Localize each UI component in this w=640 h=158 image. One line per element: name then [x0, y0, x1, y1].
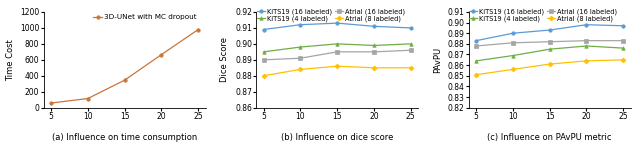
KiTS19 (16 labeled) — [582, 24, 590, 26]
3D-UNet with MC dropout — [84, 97, 92, 99]
3D-UNet with MC dropout — [121, 79, 129, 81]
KiTS19 (16 labeled) — [472, 40, 480, 42]
KiTS19 (4 labeled) — [407, 43, 415, 45]
Atrial (16 labeled) — [407, 49, 415, 51]
Atrial (16 labeled) — [296, 57, 304, 59]
Atrial (16 labeled) — [509, 42, 516, 44]
Line: KiTS19 (16 labeled): KiTS19 (16 labeled) — [474, 23, 625, 42]
KiTS19 (4 labeled) — [546, 48, 554, 50]
KiTS19 (16 labeled) — [509, 32, 516, 34]
KiTS19 (4 labeled) — [582, 45, 590, 47]
Title: (c) Influence on PAvPU metric: (c) Influence on PAvPU metric — [488, 133, 612, 142]
Line: Atrial (8 labeled): Atrial (8 labeled) — [262, 64, 413, 78]
Atrial (8 labeled) — [260, 75, 268, 77]
Atrial (8 labeled) — [509, 68, 516, 70]
Atrial (8 labeled) — [370, 67, 378, 69]
Legend: KiTS19 (16 labeled), KiTS19 (4 labeled), Atrial (16 labeled), Atrial (8 labeled): KiTS19 (16 labeled), KiTS19 (4 labeled),… — [469, 8, 618, 23]
Legend: 3D-UNet with MC dropout: 3D-UNet with MC dropout — [93, 14, 198, 21]
Title: (a) Influence on time consumption: (a) Influence on time consumption — [52, 133, 197, 142]
KiTS19 (4 labeled) — [260, 51, 268, 53]
KiTS19 (4 labeled) — [370, 45, 378, 46]
Atrial (16 labeled) — [546, 41, 554, 43]
Atrial (8 labeled) — [546, 63, 554, 65]
Line: Atrial (16 labeled): Atrial (16 labeled) — [262, 49, 413, 62]
Atrial (8 labeled) — [472, 74, 480, 76]
Atrial (16 labeled) — [582, 40, 590, 42]
Y-axis label: PAvPU: PAvPU — [433, 47, 442, 73]
KiTS19 (4 labeled) — [472, 60, 480, 62]
3D-UNet with MC dropout — [195, 29, 202, 30]
KiTS19 (16 labeled) — [407, 27, 415, 29]
KiTS19 (16 labeled) — [546, 29, 554, 31]
Line: KiTS19 (4 labeled): KiTS19 (4 labeled) — [262, 42, 413, 54]
Line: Atrial (16 labeled): Atrial (16 labeled) — [474, 39, 625, 48]
3D-UNet with MC dropout — [157, 54, 165, 56]
Line: 3D-UNet with MC dropout: 3D-UNet with MC dropout — [49, 28, 200, 105]
Line: Atrial (8 labeled): Atrial (8 labeled) — [474, 58, 625, 76]
Atrial (16 labeled) — [333, 51, 341, 53]
KiTS19 (16 labeled) — [620, 25, 627, 27]
Line: KiTS19 (16 labeled): KiTS19 (16 labeled) — [262, 21, 413, 31]
Atrial (16 labeled) — [620, 40, 627, 42]
Legend: KiTS19 (16 labeled), KiTS19 (4 labeled), Atrial (16 labeled), Atrial (8 labeled): KiTS19 (16 labeled), KiTS19 (4 labeled),… — [256, 8, 406, 23]
3D-UNet with MC dropout — [47, 102, 55, 104]
Atrial (8 labeled) — [296, 68, 304, 70]
KiTS19 (16 labeled) — [370, 25, 378, 27]
KiTS19 (4 labeled) — [296, 46, 304, 48]
Atrial (8 labeled) — [333, 65, 341, 67]
Atrial (8 labeled) — [582, 60, 590, 62]
Atrial (8 labeled) — [620, 59, 627, 61]
Y-axis label: Time Cost: Time Cost — [6, 39, 15, 81]
KiTS19 (16 labeled) — [296, 24, 304, 26]
Atrial (8 labeled) — [407, 67, 415, 69]
KiTS19 (16 labeled) — [260, 29, 268, 30]
KiTS19 (16 labeled) — [333, 22, 341, 24]
KiTS19 (4 labeled) — [620, 47, 627, 49]
Atrial (16 labeled) — [472, 45, 480, 47]
KiTS19 (4 labeled) — [509, 55, 516, 57]
Line: KiTS19 (4 labeled): KiTS19 (4 labeled) — [474, 44, 625, 63]
Title: (b) Influence on dice score: (b) Influence on dice score — [281, 133, 394, 142]
Atrial (16 labeled) — [370, 51, 378, 53]
KiTS19 (4 labeled) — [333, 43, 341, 45]
Atrial (16 labeled) — [260, 59, 268, 61]
Y-axis label: Dice Score: Dice Score — [220, 37, 230, 82]
